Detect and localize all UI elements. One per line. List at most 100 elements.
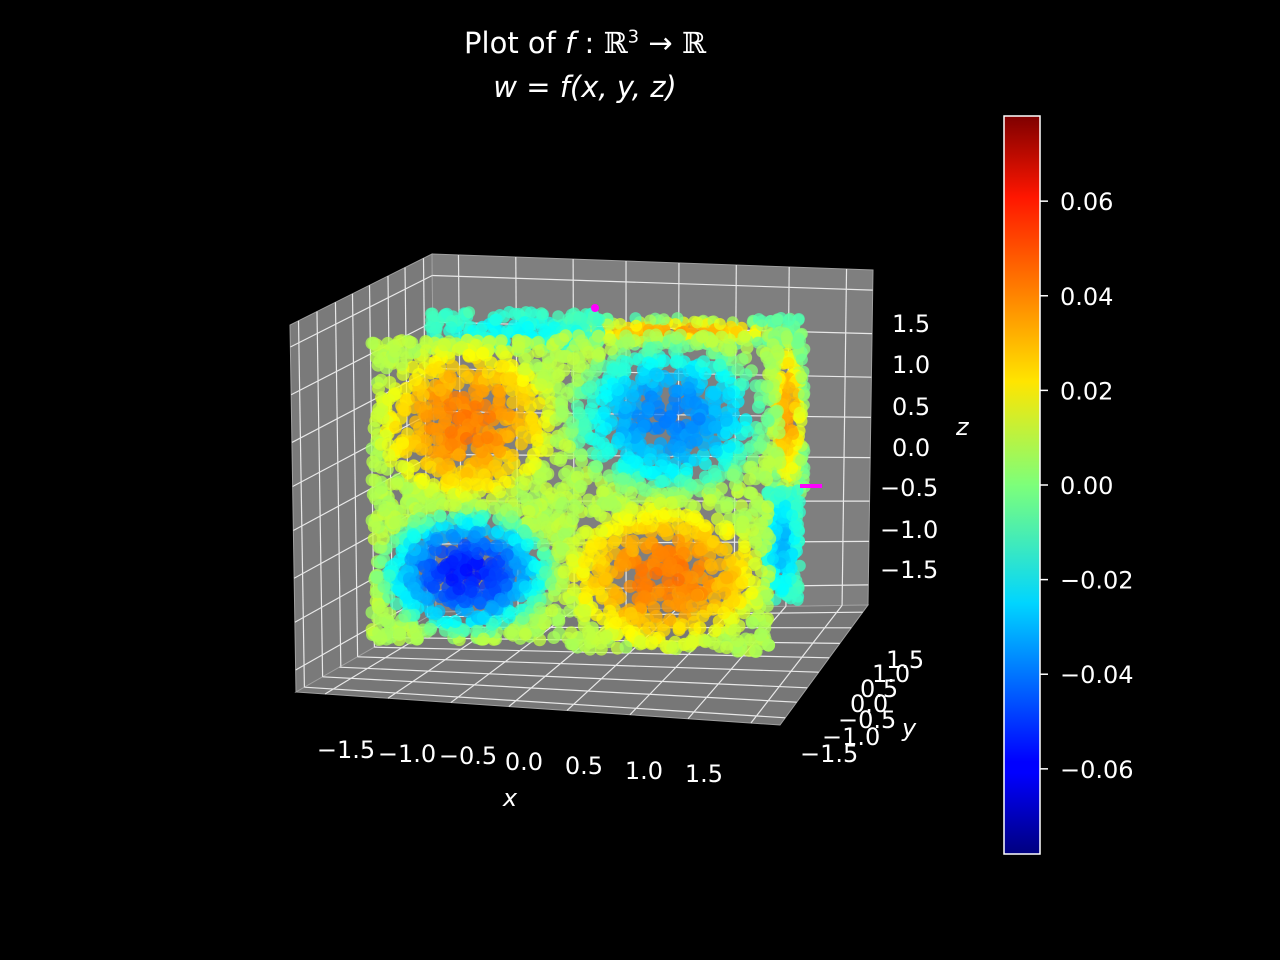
data-point xyxy=(406,528,420,542)
data-point xyxy=(498,475,512,489)
data-point xyxy=(752,400,765,414)
left-grid-y-1 xyxy=(316,311,324,677)
data-point xyxy=(769,405,783,419)
data-point xyxy=(797,389,810,401)
data-point xyxy=(566,596,579,609)
data-point xyxy=(678,522,692,536)
x-tick-label: 1.5 xyxy=(685,760,723,788)
data-point xyxy=(782,314,795,326)
data-point xyxy=(661,599,675,613)
data-point xyxy=(604,494,618,508)
floor-grid-x-7 xyxy=(750,605,843,724)
data-point xyxy=(410,586,424,600)
data-point xyxy=(558,438,572,452)
data-point xyxy=(653,408,667,422)
data-point xyxy=(717,606,731,620)
colorbar-tick-label: −0.02 xyxy=(1060,567,1134,595)
data-point xyxy=(528,559,542,573)
data-point xyxy=(606,363,620,377)
x-tick-label: −1.5 xyxy=(317,736,375,764)
data-point xyxy=(705,385,719,399)
data-point xyxy=(555,579,569,593)
data-point xyxy=(433,509,447,523)
data-point xyxy=(398,609,412,623)
data-point xyxy=(715,543,729,557)
data-point xyxy=(527,447,540,461)
data-point xyxy=(491,384,505,397)
data-point xyxy=(762,638,776,652)
data-point xyxy=(476,611,490,625)
data-point xyxy=(745,586,759,600)
data-point xyxy=(525,412,538,426)
data-point xyxy=(592,436,606,450)
x-tick-label: −1.0 xyxy=(378,740,436,768)
data-point xyxy=(591,563,605,577)
data-point xyxy=(368,485,382,499)
data-point xyxy=(626,612,639,626)
data-point xyxy=(444,438,458,452)
data-point xyxy=(528,457,542,471)
colorbar-gradient xyxy=(1003,115,1041,855)
data-point xyxy=(697,355,711,369)
data-point xyxy=(477,632,490,646)
data-point xyxy=(742,486,756,500)
colorbar-tick-label: 0.06 xyxy=(1060,188,1113,216)
data-point xyxy=(751,441,765,455)
data-point xyxy=(565,553,579,567)
data-point xyxy=(740,341,754,354)
data-point xyxy=(475,384,489,398)
data-point xyxy=(515,425,529,439)
data-point xyxy=(476,346,490,360)
data-point xyxy=(574,448,588,462)
data-point xyxy=(470,410,484,424)
data-point xyxy=(518,352,532,366)
data-point xyxy=(539,565,553,579)
data-point xyxy=(716,368,730,382)
data-point xyxy=(673,474,687,488)
data-point xyxy=(738,540,752,554)
data-point xyxy=(588,504,602,518)
data-point xyxy=(529,358,543,372)
data-point xyxy=(755,517,769,531)
data-point xyxy=(372,626,386,640)
data-point xyxy=(458,595,472,609)
data-point xyxy=(720,641,734,655)
data-point xyxy=(518,627,532,641)
data-point xyxy=(403,335,417,349)
data-point xyxy=(556,405,569,419)
data-point xyxy=(490,539,504,553)
data-point xyxy=(533,601,547,615)
data-point xyxy=(602,469,616,483)
data-point xyxy=(580,369,594,382)
data-point xyxy=(787,427,800,440)
data-point xyxy=(409,624,423,638)
data-point xyxy=(673,591,686,605)
data-point xyxy=(433,383,447,397)
data-point xyxy=(692,412,706,426)
data-point xyxy=(376,532,390,546)
data-point xyxy=(424,460,438,474)
left-grid-z-1 xyxy=(290,321,434,396)
data-point xyxy=(684,478,697,492)
data-point xyxy=(459,563,473,577)
data-point xyxy=(448,499,462,512)
data-point xyxy=(698,519,712,533)
data-point xyxy=(468,400,482,414)
data-point xyxy=(416,476,430,490)
data-point xyxy=(572,533,586,547)
data-point xyxy=(745,616,759,630)
data-point xyxy=(416,388,430,402)
data-point xyxy=(588,335,602,349)
data-point xyxy=(406,360,419,374)
data-point xyxy=(698,457,712,471)
data-points xyxy=(365,306,811,658)
data-point xyxy=(616,472,630,486)
data-point xyxy=(536,538,550,552)
data-point xyxy=(516,374,530,387)
data-point xyxy=(727,594,741,608)
data-point xyxy=(419,344,433,358)
data-point xyxy=(471,547,485,560)
data-point xyxy=(735,353,749,367)
data-point xyxy=(735,575,749,589)
data-point xyxy=(371,406,385,420)
